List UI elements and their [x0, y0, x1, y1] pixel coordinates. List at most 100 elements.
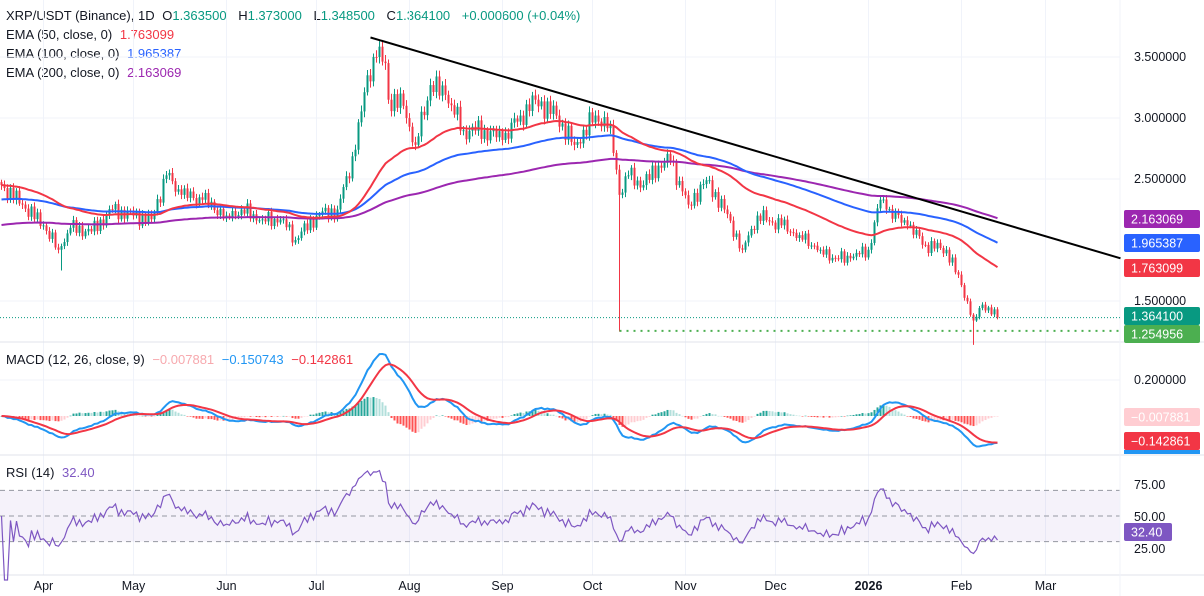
macd-histogram-bar	[99, 411, 102, 416]
macd-histogram-bar	[387, 412, 390, 416]
candle-down	[984, 304, 987, 311]
macd-histogram-bar	[732, 416, 735, 421]
macd-histogram-bar	[642, 416, 645, 420]
candle-up	[63, 242, 66, 247]
time-axis-label: Nov	[674, 579, 697, 593]
candle-down	[459, 106, 462, 131]
candle-down	[591, 112, 594, 123]
macd-histogram-bar	[663, 411, 666, 416]
macd-histogram-bar	[903, 414, 906, 416]
candle-down	[387, 63, 390, 100]
candle-up	[153, 213, 156, 220]
macd-histogram-bar	[270, 416, 273, 417]
time-axis-label: May	[122, 579, 146, 593]
macd-histogram-bar	[33, 416, 36, 421]
candle-up	[303, 223, 306, 232]
macd-histogram-bar	[297, 416, 300, 419]
macd-histogram-bar	[996, 416, 999, 417]
macd-histogram-bar	[66, 416, 69, 418]
macd-histogram-bar	[108, 410, 111, 416]
rsi-legend[interactable]: RSI (14) 32.40	[6, 465, 99, 480]
candle-up	[399, 93, 402, 108]
candle-down	[771, 221, 774, 223]
macd-histogram-bar	[828, 416, 831, 418]
macd-histogram-bar	[870, 412, 873, 416]
macd-hist-tag-bg	[1124, 408, 1200, 426]
macd-histogram-bar	[621, 416, 624, 427]
macd-histogram-bar	[600, 414, 603, 416]
macd-legend[interactable]: MACD (12, 26, close, 9) −0.007881 −0.150…	[6, 352, 357, 367]
candle-down	[795, 232, 798, 239]
candle-up	[483, 130, 486, 139]
candle-down	[396, 94, 399, 108]
candle-up	[735, 233, 738, 237]
candle-down	[438, 76, 441, 96]
low-number: 1.348500	[320, 8, 375, 23]
candle-down	[312, 218, 315, 228]
macd-histogram-bar	[729, 416, 732, 419]
candle-down	[654, 165, 657, 179]
macd-histogram-bar	[795, 415, 798, 417]
candle-down	[507, 132, 510, 139]
macd-histogram-bar	[702, 415, 705, 416]
candle-down	[834, 257, 837, 259]
candle-up	[219, 208, 222, 216]
macd-histogram-bar	[894, 410, 897, 416]
time-axis-label: Aug	[398, 579, 420, 593]
ema50-price-tag-bg	[1124, 259, 1200, 277]
macd-histogram-bar	[672, 410, 675, 416]
candle-up	[183, 188, 186, 195]
candle-up	[261, 219, 264, 221]
macd-histogram-bar	[531, 410, 534, 416]
candle-down	[741, 248, 744, 250]
candle-down	[54, 232, 57, 248]
candle-up	[945, 249, 948, 254]
macd-histogram-bar	[390, 416, 393, 419]
candle-down	[270, 212, 273, 227]
macd-histogram-bar	[981, 416, 984, 422]
macd-histogram-bar	[759, 412, 762, 416]
candle-up	[846, 255, 849, 263]
high-value: H1.373000	[238, 8, 306, 23]
candle-down	[807, 233, 810, 246]
candle-up	[705, 180, 708, 185]
macd-histogram-bar	[348, 408, 351, 416]
candle-down	[969, 301, 972, 315]
candle-down	[495, 130, 498, 138]
candle-up	[663, 162, 666, 168]
candle-up	[678, 180, 681, 186]
candle-down	[921, 236, 924, 245]
ema50-price-tag-text: 1.763099	[1131, 262, 1183, 276]
macd-histogram-bar	[135, 414, 138, 416]
candle-up	[105, 214, 108, 226]
macd-histogram-bar	[84, 413, 87, 416]
close-label: C	[386, 8, 396, 23]
ema200-line	[1, 157, 998, 226]
macd-histogram-bar	[429, 416, 432, 420]
candle-down	[285, 219, 288, 228]
candle-down	[369, 75, 372, 82]
macd-histogram-bar	[69, 415, 72, 417]
candle-up	[363, 92, 366, 112]
candle-down	[291, 224, 294, 243]
candle-down	[0, 182, 3, 186]
macd-histogram-bar	[504, 416, 507, 418]
macd-histogram-bar	[741, 416, 744, 423]
candle-up	[288, 224, 291, 228]
candle-up	[978, 308, 981, 317]
ema200-legend[interactable]: EMA (200, close, 0) 2.163069	[6, 65, 185, 80]
candle-down	[753, 228, 756, 230]
macd-histogram-bar	[714, 414, 717, 416]
macd-histogram-bar	[831, 416, 834, 418]
macd-histogram-bar	[636, 416, 639, 422]
macd-line	[1, 352, 998, 448]
change-value: +0.000600 (+0.04%)	[461, 8, 581, 23]
macd-histogram-bar	[915, 416, 918, 419]
candle-down	[858, 252, 861, 255]
macd-histogram-bar	[453, 416, 456, 421]
macd-histogram-bar	[948, 416, 951, 421]
macd-histogram-bar	[768, 411, 771, 416]
macd-histogram-bar	[243, 416, 246, 418]
last-price-tag: 1.364100	[1124, 307, 1200, 325]
